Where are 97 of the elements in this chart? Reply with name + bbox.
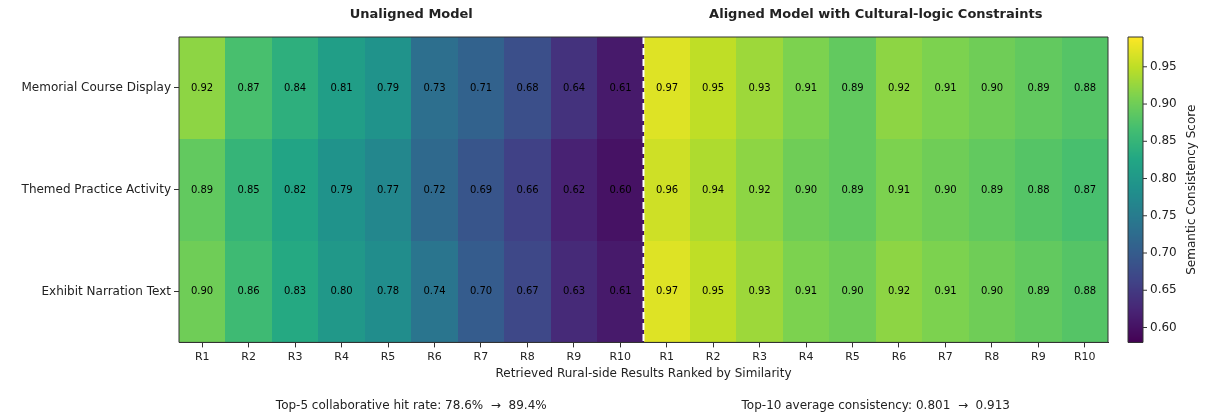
color-bar-label: 0.65 (1150, 282, 1177, 297)
data-label: 0.92 (887, 285, 911, 297)
data-label: 0.89 (190, 183, 214, 195)
data-label: 0.90 (841, 285, 864, 297)
data-label: 0.78 (376, 285, 400, 297)
data-label: 0.82 (283, 183, 307, 195)
data-label: 0.87 (1073, 183, 1097, 195)
color-bar-label: 0.75 (1150, 207, 1177, 222)
data-label: 0.90 (980, 81, 1004, 93)
y-tick-label: Themed Practice Activity (20, 181, 171, 196)
x-tick-label: R9 (1031, 349, 1046, 363)
data-label: 0.95 (701, 285, 725, 297)
data-label: 0.89 (1027, 81, 1050, 93)
data-label: 0.91 (934, 285, 957, 297)
x-tick-label: R1 (194, 349, 210, 363)
data-label: 0.92 (190, 81, 214, 93)
data-label: 0.68 (516, 81, 539, 93)
data-label: 0.77 (376, 183, 400, 195)
data-label: 0.61 (609, 81, 632, 93)
data-label: 0.88 (1073, 81, 1097, 93)
data-label: 0.71 (469, 81, 493, 93)
data-label: 0.92 (748, 183, 771, 195)
text: Aligned Model with Cultural-logic Constraints (709, 6, 1043, 22)
data-label: 0.89 (841, 183, 864, 195)
x-tick-label: R8 (520, 349, 535, 363)
data-label: 0.66 (516, 183, 539, 195)
data-label: 0.91 (794, 285, 818, 297)
x-tick-label: R3 (752, 349, 767, 363)
x-tick-label: R9 (566, 349, 582, 363)
data-label: 0.91 (934, 81, 957, 93)
data-label: 0.91 (887, 183, 911, 195)
x-tick-label: R5 (380, 349, 396, 363)
data-label: 0.92 (887, 81, 911, 93)
x-tick-label: R2 (241, 349, 256, 363)
x-tick-label: R6 (427, 349, 442, 363)
color-bar-label: 0.80 (1150, 170, 1177, 185)
color-bar-label: 0.85 (1150, 133, 1177, 148)
data-label: 0.84 (283, 81, 307, 93)
x-tick-label: R2 (705, 349, 721, 363)
x-tick-label: R7 (473, 349, 489, 363)
x-tick-label: R8 (984, 349, 1000, 363)
x-tick-label: R4 (334, 349, 349, 363)
x-tick-label: R1 (659, 349, 675, 363)
data-label: 0.97 (655, 81, 679, 93)
color-bar-label: 0.60 (1150, 319, 1177, 334)
data-label: 0.88 (1027, 183, 1050, 195)
x-tick-label: R5 (845, 349, 860, 363)
color-bar-label: 0.95 (1150, 58, 1177, 73)
data-label: 0.90 (934, 183, 957, 195)
text: Top-10 average consistency: 0.801 → 0.913 (740, 398, 1010, 413)
data-label: 0.60 (609, 183, 632, 195)
data-label: 0.62 (562, 183, 586, 195)
data-label: 0.96 (655, 183, 679, 195)
x-tick-label: R7 (938, 349, 953, 363)
data-label: 0.89 (841, 81, 864, 93)
data-label: 0.94 (701, 183, 725, 195)
data-label: 0.67 (516, 285, 539, 297)
data-label: 0.89 (1027, 285, 1050, 297)
x-axis-title: Retrieved Rural-side Results Ranked by Similarity (495, 365, 792, 380)
data-label: 0.91 (794, 81, 818, 93)
text: Top-5 collaborative hit rate: 78.6% → 89.4% (274, 398, 547, 413)
x-tick-label: R4 (798, 349, 814, 363)
data-label: 0.90 (794, 183, 818, 195)
data-label: 0.80 (330, 285, 353, 297)
color-bar-title: Semantic Consistency Score (1184, 104, 1199, 275)
color-bar-label: 0.70 (1150, 245, 1177, 260)
x-tick-label: R6 (891, 349, 907, 363)
data-label: 0.95 (701, 81, 725, 93)
data-label: 0.90 (980, 285, 1004, 297)
data-label: 0.81 (330, 81, 353, 93)
data-label: 0.79 (376, 81, 400, 93)
data-label: 0.63 (562, 285, 586, 297)
data-label: 0.69 (469, 183, 493, 195)
data-label: 0.72 (423, 183, 446, 195)
data-label: 0.85 (237, 183, 260, 195)
data-label: 0.89 (980, 183, 1004, 195)
data-label: 0.70 (469, 285, 493, 297)
color-bar-label: 0.90 (1150, 96, 1177, 111)
data-label: 0.87 (237, 81, 260, 93)
x-tick-label: R10 (1073, 349, 1096, 363)
data-label: 0.64 (562, 81, 586, 93)
data-label: 0.88 (1073, 285, 1097, 297)
data-label: 0.86 (237, 285, 260, 297)
data-label: 0.73 (423, 81, 446, 93)
x-tick-label: R3 (287, 349, 303, 363)
data-label: 0.74 (423, 285, 446, 297)
data-label: 0.93 (748, 81, 771, 93)
x-tick-label: R10 (609, 349, 632, 363)
text: Unaligned Model (349, 6, 473, 22)
data-label: 0.90 (190, 285, 214, 297)
y-tick-label: Memorial Course Display (21, 80, 171, 95)
data-label: 0.83 (283, 285, 307, 297)
data-label: 0.93 (748, 285, 771, 297)
data-label: 0.61 (609, 285, 632, 297)
data-label: 0.97 (655, 285, 679, 297)
y-tick-label: Exhibit Narration Text (41, 283, 172, 298)
data-label: 0.79 (330, 183, 353, 195)
